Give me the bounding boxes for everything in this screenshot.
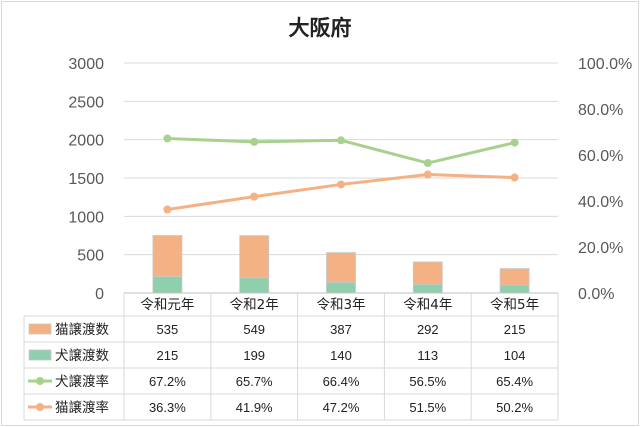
left-tick-label: 2500 [68,94,104,111]
data-label: 140 [330,348,352,363]
left-axis: 0 500 1000 1500 2000 2500 3000 [68,56,104,303]
point-3-3 [423,170,432,179]
gridlines [124,62,558,294]
data-label: 549 [243,322,265,337]
right-tick-label: 80.0% [578,102,623,119]
chart-title: 大阪府 [289,16,352,40]
bar-dog-2 [326,281,356,294]
point-3-0 [163,205,172,214]
series-name: 猫譲渡数 [55,322,109,338]
point-2-1 [250,137,259,146]
point-2-2 [337,136,345,145]
right-axis: 0.0% 20.0% 40.0% 60.0% 80.0% 100.0% [578,56,632,303]
data-label: 113 [417,348,438,363]
data-label: 215 [157,348,179,363]
data-label: 292 [417,322,439,337]
data-label: 56.5% [409,374,446,389]
data-label: 50.2% [496,400,533,415]
bar-cat-3 [412,261,443,285]
left-tick-label: 500 [77,248,104,265]
left-tick-label: 1000 [68,209,104,226]
bar-cat-0 [152,235,183,277]
left-tick-label: 2000 [68,133,104,150]
data-label: 199 [243,348,265,363]
bar-dog-4 [499,284,530,294]
right-tick-label: 0.0% [578,286,614,303]
point-2-3 [423,159,432,168]
category-label: 令和元年 [140,297,194,313]
category-label: 令和4年 [403,297,452,313]
point-2-0 [163,134,172,143]
data-label: 65.4% [496,374,533,389]
data-label: 67.2% [149,374,186,389]
data-label: 41.9% [236,400,273,415]
bar-dog-1 [239,277,270,294]
bar-dog-0 [152,276,183,294]
right-tick-label: 20.0% [578,240,623,257]
bar-dog-3 [412,283,443,294]
data-label: 215 [504,322,526,337]
category-label: 令和2年 [230,297,279,313]
series-name: 猫譲渡率 [55,399,109,416]
bar-cat-2 [326,252,356,283]
bars [152,235,530,294]
right-tick-label: 100.0% [578,56,632,73]
data-label: 535 [157,322,179,337]
line-3 [167,173,515,211]
category-label: 令和5年 [490,297,539,313]
point-2-4 [510,138,519,147]
legend-key-marker-2 [36,377,44,385]
point-3-4 [510,173,519,182]
category-label: 令和3年 [316,297,365,313]
legend-key-marker-3 [36,403,44,411]
point-3-2 [337,180,345,189]
bar-cat-4 [499,268,530,286]
bar-cat-1 [239,235,270,279]
data-label: 387 [330,322,352,337]
data-label: 65.7% [236,374,273,389]
data-label: 51.5% [409,400,446,415]
legend-key-1 [28,349,52,361]
lines [163,134,519,214]
data-label: 36.3% [149,400,186,415]
left-tick-label: 1500 [68,171,104,188]
legend-key-0 [28,323,52,335]
data-label: 104 [504,348,526,363]
series-name: 犬譲渡数 [55,348,109,364]
left-tick-label: 0 [95,286,104,303]
right-tick-label: 60.0% [578,148,623,165]
point-3-1 [250,192,259,201]
series-name: 犬譲渡率 [55,373,109,390]
left-tick-label: 3000 [68,56,104,73]
data-label: 66.4% [323,374,360,389]
data-label: 47.2% [323,400,360,415]
right-tick-label: 40.0% [578,194,623,211]
